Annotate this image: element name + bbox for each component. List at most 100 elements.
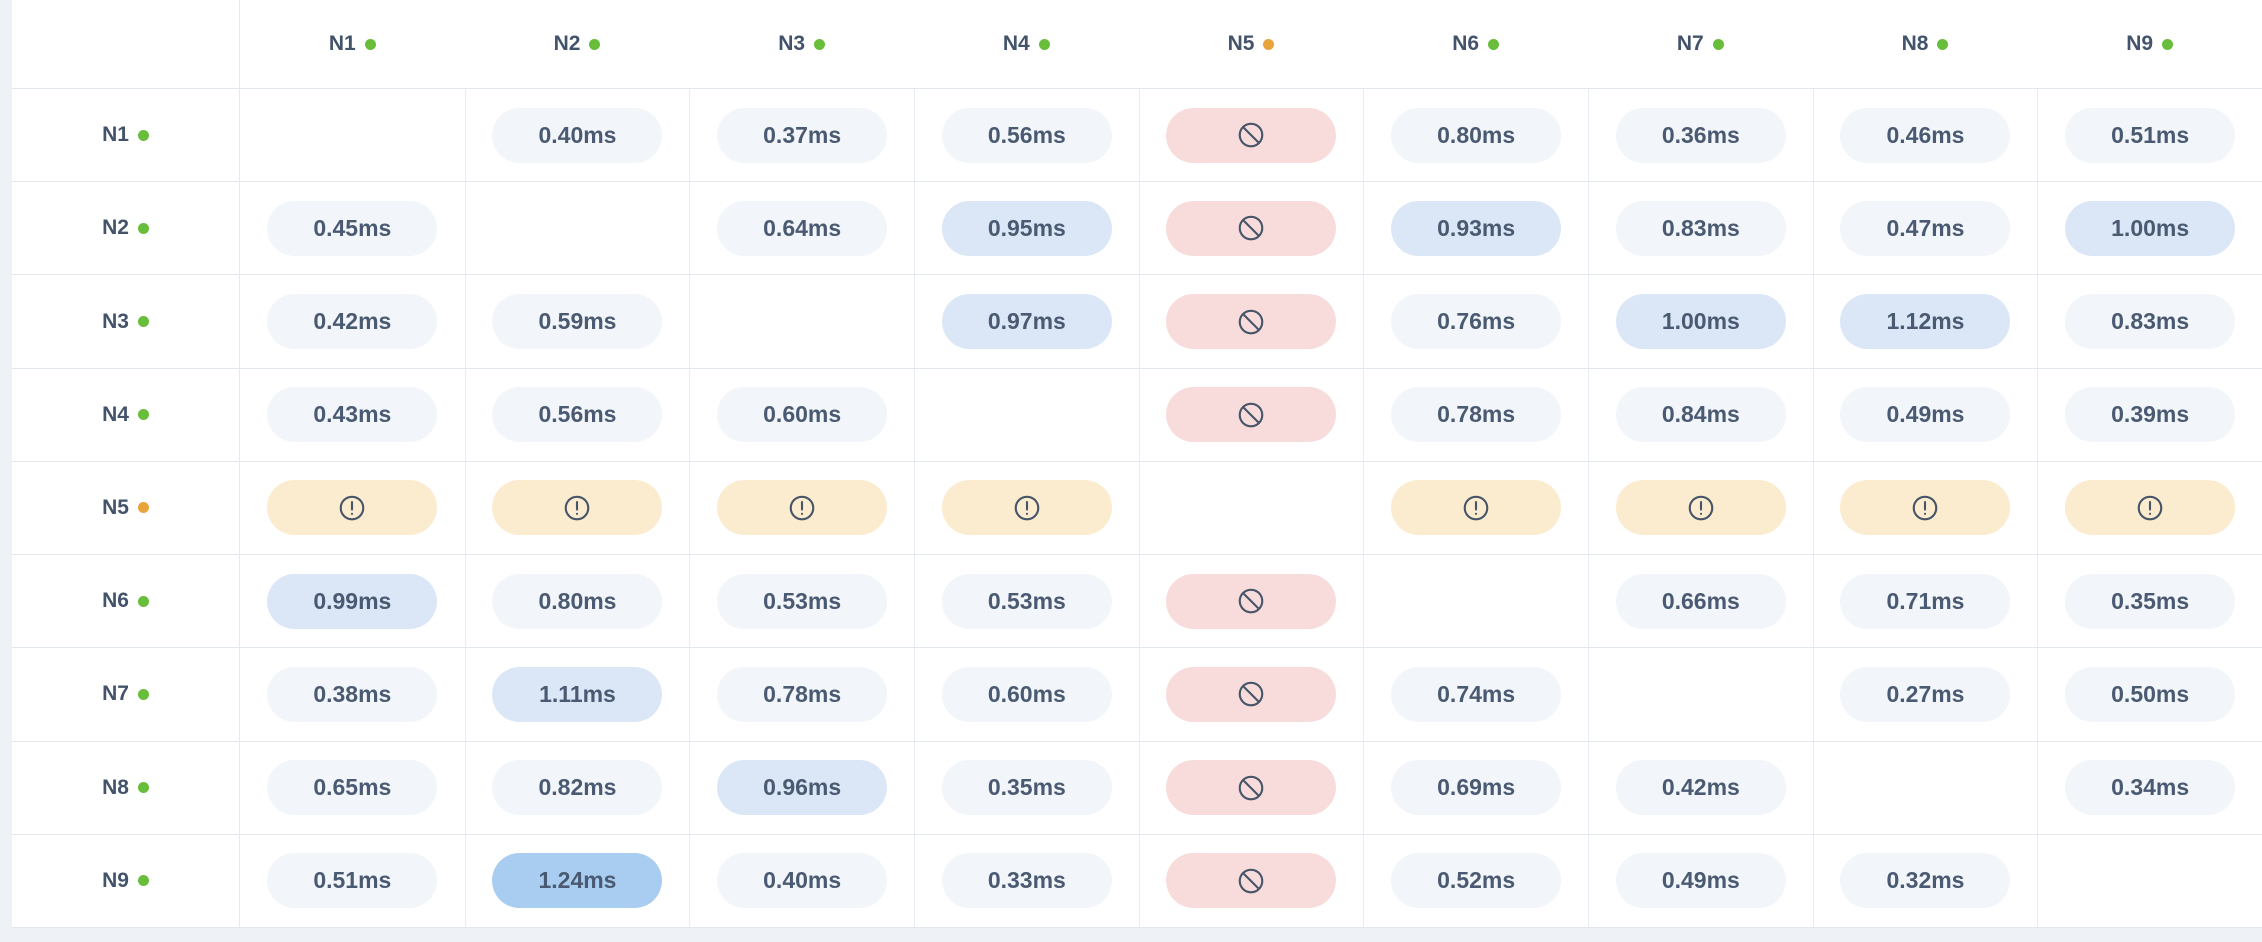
latency-pill[interactable]: 0.49ms bbox=[1840, 387, 2011, 443]
latency-pill[interactable]: 1.00ms bbox=[2065, 200, 2236, 256]
warning-pill[interactable] bbox=[1391, 480, 1562, 536]
cell-self-n4 bbox=[914, 368, 1139, 461]
cell-n5-n6 bbox=[1363, 461, 1588, 555]
latency-pill[interactable]: 0.69ms bbox=[1391, 760, 1562, 816]
latency-pill[interactable]: 0.39ms bbox=[2065, 387, 2236, 443]
latency-pill[interactable]: 0.38ms bbox=[267, 666, 438, 722]
blocked-pill[interactable] bbox=[1166, 853, 1337, 909]
column-header-n9: N9 bbox=[2037, 0, 2262, 88]
matrix-header-row: N1 N2 N3 N4 N5 N6 N7 N8 N9 bbox=[12, 0, 2262, 88]
latency-pill[interactable]: 0.53ms bbox=[717, 573, 888, 629]
warning-pill[interactable] bbox=[492, 480, 663, 536]
warning-pill[interactable] bbox=[2065, 480, 2236, 536]
latency-pill[interactable]: 0.45ms bbox=[267, 200, 438, 256]
blocked-pill[interactable] bbox=[1166, 107, 1337, 163]
blocked-pill[interactable] bbox=[1166, 573, 1337, 629]
cell-self-n9 bbox=[2037, 834, 2262, 927]
latency-pill[interactable]: 0.96ms bbox=[717, 760, 888, 816]
latency-pill[interactable]: 0.78ms bbox=[717, 666, 888, 722]
latency-pill[interactable]: 0.32ms bbox=[1840, 853, 2011, 909]
latency-pill[interactable]: 0.33ms bbox=[941, 853, 1112, 909]
latency-pill[interactable]: 0.53ms bbox=[941, 573, 1112, 629]
cell-n8-n9: 0.34ms bbox=[2037, 741, 2262, 834]
latency-pill[interactable]: 0.46ms bbox=[1840, 107, 2011, 163]
latency-pill[interactable]: 0.83ms bbox=[2065, 294, 2236, 350]
latency-pill[interactable]: 0.47ms bbox=[1840, 200, 2011, 256]
latency-pill[interactable]: 0.71ms bbox=[1840, 573, 2011, 629]
latency-pill[interactable]: 0.52ms bbox=[1391, 853, 1562, 909]
cell-n1-n5 bbox=[1138, 89, 1364, 182]
blocked-pill[interactable] bbox=[1166, 760, 1337, 816]
cell-n3-n4: 0.97ms bbox=[914, 275, 1139, 368]
latency-pill[interactable]: 0.51ms bbox=[2065, 107, 2236, 163]
latency-pill[interactable]: 0.93ms bbox=[1391, 200, 1562, 256]
warning-pill[interactable] bbox=[941, 480, 1112, 536]
latency-pill[interactable]: 0.60ms bbox=[717, 387, 888, 443]
latency-pill[interactable]: 0.42ms bbox=[1615, 760, 1786, 816]
latency-pill[interactable]: 0.95ms bbox=[941, 200, 1112, 256]
latency-pill[interactable]: 1.11ms bbox=[492, 666, 663, 722]
blocked-pill[interactable] bbox=[1166, 387, 1337, 443]
latency-pill[interactable]: 0.76ms bbox=[1391, 294, 1562, 350]
status-dot-n6 bbox=[137, 595, 149, 607]
latency-pill[interactable]: 1.24ms bbox=[492, 853, 663, 909]
latency-pill[interactable]: 0.56ms bbox=[492, 387, 663, 443]
blocked-pill[interactable] bbox=[1166, 200, 1337, 256]
alert-circle-icon bbox=[1463, 495, 1489, 521]
cell-n2-n3: 0.64ms bbox=[689, 182, 914, 275]
cell-n1-n8: 0.46ms bbox=[1812, 89, 2038, 182]
latency-pill[interactable]: 0.78ms bbox=[1391, 387, 1562, 443]
latency-pill[interactable]: 0.37ms bbox=[717, 107, 888, 163]
cell-n2-n9: 1.00ms bbox=[2037, 182, 2262, 275]
warning-pill[interactable] bbox=[1840, 480, 2011, 536]
cell-n5-n9 bbox=[2037, 461, 2262, 555]
latency-pill[interactable]: 0.59ms bbox=[492, 294, 663, 350]
cell-n2-n1: 0.45ms bbox=[240, 182, 465, 274]
cell-n9-n8: 0.32ms bbox=[1812, 834, 2038, 927]
latency-pill[interactable]: 0.35ms bbox=[941, 760, 1112, 816]
cell-n9-n2: 1.24ms bbox=[464, 834, 690, 927]
latency-pill[interactable]: 0.42ms bbox=[267, 294, 438, 350]
latency-pill[interactable]: 0.43ms bbox=[267, 387, 438, 443]
row-header-n1: N1 bbox=[12, 89, 240, 182]
latency-pill[interactable]: 0.80ms bbox=[1391, 107, 1562, 163]
column-label: N8 bbox=[1901, 32, 1929, 55]
latency-pill[interactable]: 0.84ms bbox=[1615, 387, 1786, 443]
warning-pill[interactable] bbox=[267, 480, 438, 536]
latency-pill[interactable]: 0.40ms bbox=[717, 853, 888, 909]
latency-pill[interactable]: 0.66ms bbox=[1615, 573, 1786, 629]
latency-pill[interactable]: 0.35ms bbox=[2065, 573, 2236, 629]
row-label: N9 bbox=[102, 868, 129, 892]
latency-pill[interactable]: 0.60ms bbox=[941, 666, 1112, 722]
latency-pill[interactable]: 0.99ms bbox=[267, 573, 438, 629]
latency-pill[interactable]: 0.51ms bbox=[267, 853, 438, 909]
warning-pill[interactable] bbox=[717, 480, 888, 536]
latency-pill[interactable]: 0.83ms bbox=[1615, 200, 1786, 256]
status-dot-n3 bbox=[137, 316, 149, 328]
cell-n1-n3: 0.37ms bbox=[689, 89, 914, 182]
cell-n7-n6: 0.74ms bbox=[1363, 648, 1588, 741]
blocked-pill[interactable] bbox=[1166, 294, 1337, 350]
latency-pill[interactable]: 0.82ms bbox=[492, 760, 663, 816]
latency-pill[interactable]: 0.64ms bbox=[717, 200, 888, 256]
latency-pill[interactable]: 0.40ms bbox=[492, 107, 663, 163]
latency-pill[interactable]: 0.80ms bbox=[492, 573, 663, 629]
latency-pill[interactable]: 0.74ms bbox=[1391, 666, 1562, 722]
latency-pill[interactable]: 1.12ms bbox=[1840, 294, 2011, 350]
latency-pill[interactable]: 0.27ms bbox=[1840, 666, 2011, 722]
status-dot-n4 bbox=[1038, 38, 1050, 50]
ban-icon bbox=[1239, 216, 1264, 241]
latency-pill[interactable]: 0.65ms bbox=[267, 760, 438, 816]
alert-circle-icon bbox=[789, 495, 815, 521]
matrix-corner-cell bbox=[12, 0, 240, 88]
warning-pill[interactable] bbox=[1615, 480, 1786, 536]
latency-pill[interactable]: 0.36ms bbox=[1615, 107, 1786, 163]
blocked-pill[interactable] bbox=[1166, 666, 1337, 722]
cell-n8-n6: 0.69ms bbox=[1363, 741, 1588, 834]
latency-pill[interactable]: 0.49ms bbox=[1615, 853, 1786, 909]
latency-pill[interactable]: 0.50ms bbox=[2065, 666, 2236, 722]
latency-pill[interactable]: 0.97ms bbox=[941, 294, 1112, 350]
latency-pill[interactable]: 0.34ms bbox=[2065, 760, 2236, 816]
latency-pill[interactable]: 1.00ms bbox=[1615, 294, 1786, 350]
latency-pill[interactable]: 0.56ms bbox=[941, 107, 1112, 163]
